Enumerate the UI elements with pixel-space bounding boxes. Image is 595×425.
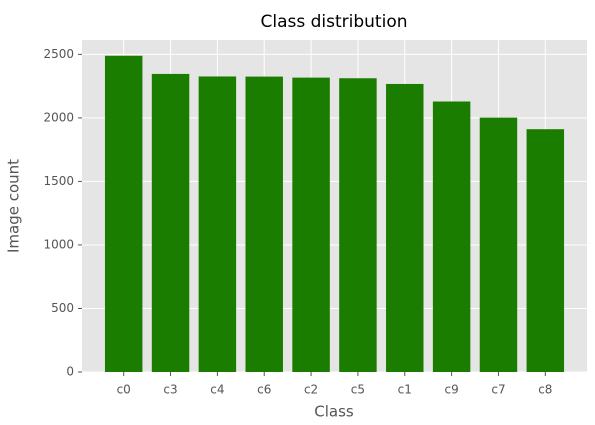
bar — [292, 77, 330, 372]
bar — [339, 78, 377, 372]
y-tick-label: 1500 — [43, 174, 74, 188]
x-tick-label: c2 — [304, 383, 318, 397]
x-tick-label: c0 — [117, 383, 131, 397]
x-tick-label: c9 — [444, 383, 458, 397]
bar — [386, 83, 424, 372]
bar — [526, 129, 565, 372]
bar — [104, 55, 143, 373]
bar — [479, 117, 518, 373]
y-tick-label: 500 — [51, 301, 74, 315]
bar — [245, 76, 283, 373]
x-tick-label: c7 — [491, 383, 505, 397]
y-tick-label: 2500 — [43, 47, 74, 61]
x-tick-label: c1 — [398, 383, 412, 397]
y-tick-label: 2000 — [43, 110, 74, 124]
bar — [151, 73, 190, 372]
chart-title: Class distribution — [260, 12, 407, 32]
y-tick-label: 1000 — [43, 237, 74, 251]
bar — [432, 101, 471, 372]
x-tick-label: c3 — [163, 383, 177, 397]
y-tick-label: 0 — [66, 365, 74, 379]
x-tick-label: c4 — [210, 383, 224, 397]
x-tick-label: c6 — [257, 383, 271, 397]
x-tick-label: c8 — [538, 383, 552, 397]
x-tick-label: c5 — [351, 383, 365, 397]
bar — [198, 76, 237, 372]
y-axis-label: Image count — [5, 159, 23, 253]
x-axis-label: Class — [314, 403, 354, 421]
